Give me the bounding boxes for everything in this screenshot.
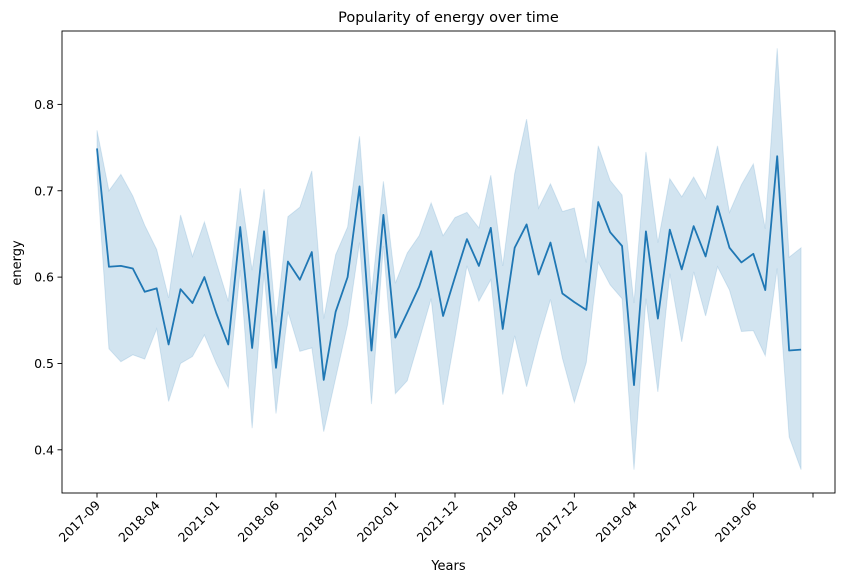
data-point bbox=[608, 230, 612, 234]
data-point bbox=[393, 336, 397, 340]
data-point bbox=[107, 265, 111, 269]
plot-area bbox=[95, 48, 803, 470]
data-point bbox=[358, 184, 362, 188]
data-point bbox=[739, 260, 743, 264]
data-point bbox=[477, 264, 481, 268]
data-point bbox=[238, 225, 242, 229]
data-point bbox=[537, 273, 541, 277]
chart-title: Popularity of energy over time bbox=[338, 10, 559, 26]
data-point bbox=[716, 204, 720, 208]
data-point bbox=[548, 241, 552, 245]
data-point bbox=[322, 378, 326, 382]
data-point bbox=[632, 383, 636, 387]
data-point bbox=[489, 226, 493, 230]
data-point bbox=[727, 246, 731, 250]
y-tick-label: 0.7 bbox=[34, 183, 54, 198]
confidence-band bbox=[96, 48, 802, 470]
data-point bbox=[369, 349, 373, 353]
data-point bbox=[704, 254, 708, 258]
data-point bbox=[775, 154, 779, 158]
data-point bbox=[644, 229, 648, 233]
data-point bbox=[596, 200, 600, 204]
data-point bbox=[572, 300, 576, 304]
y-tick-label: 0.8 bbox=[34, 97, 54, 112]
data-point bbox=[429, 249, 433, 253]
data-point bbox=[334, 310, 338, 314]
data-point bbox=[286, 260, 290, 264]
data-point bbox=[298, 278, 302, 282]
y-axis-label: energy bbox=[10, 240, 25, 286]
data-point bbox=[346, 275, 350, 279]
series-line bbox=[96, 148, 802, 386]
data-point bbox=[95, 146, 99, 150]
y-axis-ticks: 0.4 0.5 0.6 0.7 0.8 bbox=[34, 97, 62, 457]
data-point bbox=[620, 244, 624, 248]
data-point bbox=[405, 311, 409, 315]
data-point bbox=[513, 246, 517, 250]
y-tick-label: 0.6 bbox=[34, 270, 54, 285]
y-tick-label: 0.5 bbox=[34, 356, 54, 371]
data-point bbox=[453, 275, 457, 279]
data-point bbox=[584, 308, 588, 312]
x-axis-label: Years bbox=[430, 559, 466, 574]
data-point bbox=[763, 288, 767, 292]
data-point bbox=[155, 286, 159, 290]
data-point bbox=[190, 301, 194, 305]
axes-frame bbox=[61, 30, 836, 494]
data-point bbox=[167, 342, 171, 346]
data-point bbox=[525, 222, 529, 226]
data-point bbox=[656, 317, 660, 321]
data-point bbox=[417, 285, 421, 289]
data-point bbox=[214, 311, 218, 315]
data-point bbox=[131, 266, 135, 270]
data-point bbox=[226, 342, 230, 346]
data-point bbox=[692, 224, 696, 228]
data-point bbox=[668, 228, 672, 232]
data-point bbox=[751, 252, 755, 256]
data-point bbox=[501, 327, 505, 331]
data-point bbox=[381, 213, 385, 217]
y-tick-label: 0.4 bbox=[34, 442, 54, 457]
data-point bbox=[465, 237, 469, 241]
data-point bbox=[560, 292, 564, 296]
data-point bbox=[680, 267, 684, 271]
data-point bbox=[441, 314, 445, 318]
data-point bbox=[787, 349, 791, 353]
data-point bbox=[119, 264, 123, 268]
data-point bbox=[143, 290, 147, 294]
data-point bbox=[179, 287, 183, 291]
data-point bbox=[310, 250, 314, 254]
data-point bbox=[262, 229, 266, 233]
data-point bbox=[202, 275, 206, 279]
data-point bbox=[799, 348, 803, 352]
data-point bbox=[250, 346, 254, 350]
data-point bbox=[274, 366, 278, 370]
